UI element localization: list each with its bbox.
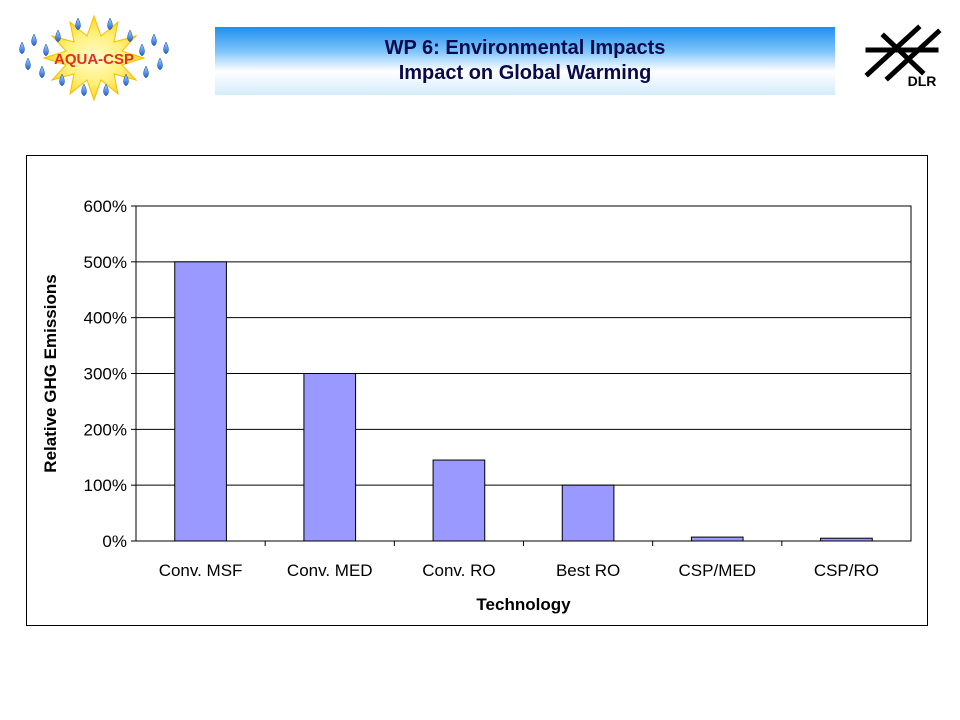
- y-tick-labels: 0% 100% 200% 300% 400% 500% 600%: [84, 197, 136, 551]
- x-tick-label: Best RO: [556, 561, 620, 580]
- x-tick-label: Conv. RO: [422, 561, 495, 580]
- y-tick-label: 100%: [84, 476, 127, 495]
- bar-conv-msf: [174, 261, 227, 542]
- gridlines: [136, 205, 911, 542]
- x-tick-label: CSP/MED: [679, 561, 756, 580]
- bar-chart: 0%100%200%300%400%500%600% Conv. MSF Conv…: [41, 197, 912, 614]
- slide-title: WP 6: Environmental Impacts: [384, 37, 666, 59]
- bar-best-ro: [561, 484, 615, 542]
- x-axis-title: Technology: [476, 595, 571, 614]
- bars: [174, 261, 873, 542]
- aqua-csp-logo-text: AQUA-CSP: [54, 51, 134, 68]
- slide-title-box: WP 6: Environmental Impacts Impact on Gl…: [215, 27, 835, 95]
- dlr-emblem-icon: DLR: [864, 24, 942, 89]
- slide-subtitle: Impact on Global Warming: [398, 62, 652, 84]
- y-tick-label: 0%: [102, 532, 127, 551]
- dlr-logo-text: DLR: [908, 73, 937, 89]
- x-tick-label: Conv. MSF: [159, 561, 243, 580]
- y-tick-label: 600%: [84, 197, 127, 216]
- aqua-csp-sun-icon: AQUA-CSP: [19, 14, 169, 102]
- bar-csp-med: [690, 536, 744, 542]
- y-axis-title: Relative GHG Emissions: [41, 274, 60, 472]
- bar-conv-med: [303, 373, 357, 542]
- dlr-logo: DLR: [862, 22, 946, 94]
- x-tick-label: CSP/RO: [814, 561, 879, 580]
- bar-csp-ro: [820, 537, 873, 542]
- y-tick-label: 200%: [84, 420, 127, 439]
- x-tick-label: Conv. MED: [287, 561, 373, 580]
- y-tick-label: 500%: [84, 253, 127, 272]
- aqua-csp-logo: AQUA-CSP: [14, 14, 174, 104]
- y-tick-label: 300%: [84, 365, 127, 384]
- chart-frame: 0% 100% 200% 300% 400% 500% 600% Conv. MSF Conv…: [26, 155, 928, 626]
- y-tick-label: 400%: [84, 309, 127, 328]
- x-tick-labels: Conv. MSF Conv. MED Conv. RO Best RO CSP/MED…: [159, 541, 879, 580]
- bar-conv-ro: [432, 459, 486, 542]
